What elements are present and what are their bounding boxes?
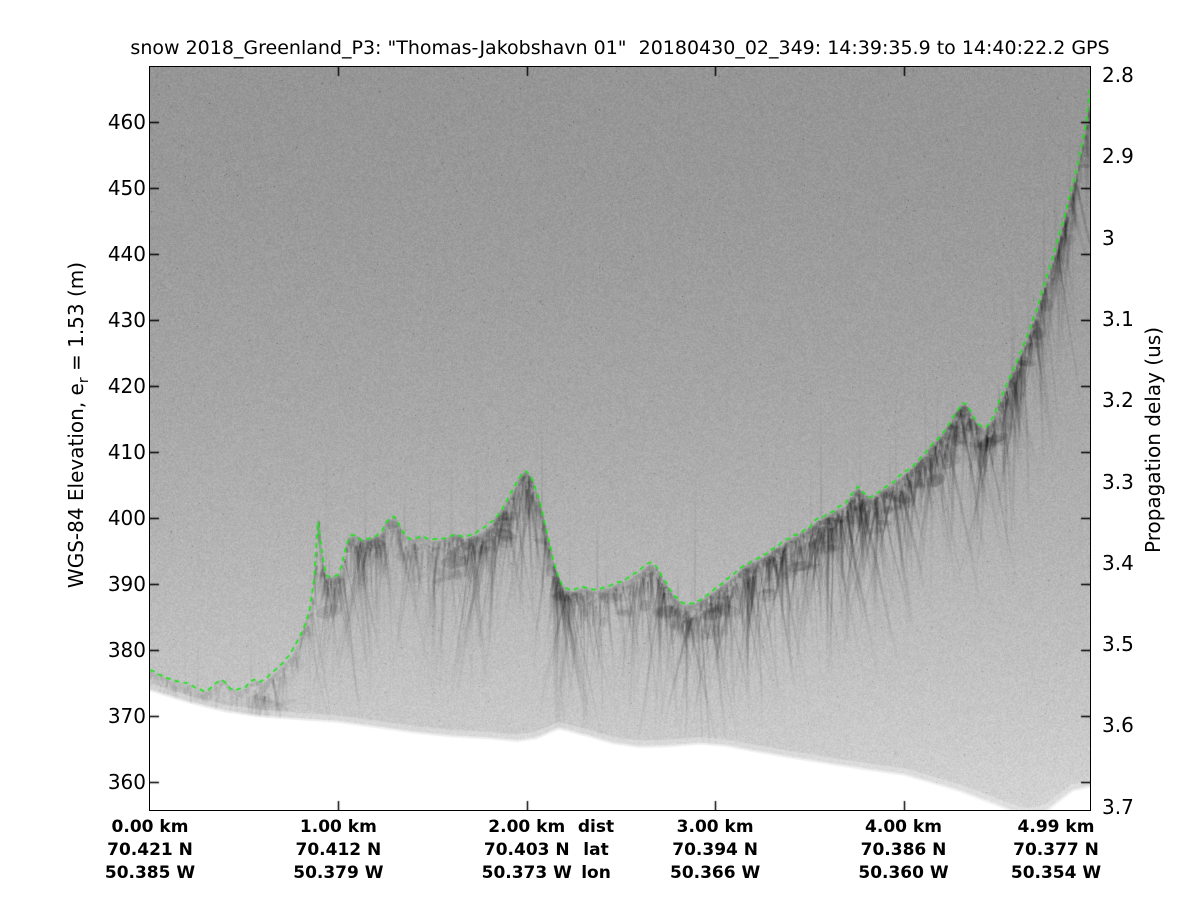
left-axis-tick-label: 360 — [107, 770, 146, 795]
x-axis-lat-label: 70.403 N — [483, 840, 570, 860]
right-axis-tick-label: 3.1 — [1102, 307, 1134, 331]
x-axis-lon-label: 50.385 W — [104, 863, 196, 883]
x-axis-lon-label: 50.373 W — [481, 863, 572, 883]
x-axis-lat-label: 70.394 N — [672, 840, 758, 860]
right-axis-tick-label: 3.7 — [1102, 794, 1134, 819]
right-axis-tick-label: 3.4 — [1102, 550, 1134, 575]
x-axis-lon-label: 50.360 W — [858, 863, 949, 883]
x-axis-dist-label: 2.00 km — [488, 817, 566, 837]
x-axis-lat-label: 70.377 N — [1013, 840, 1099, 860]
left-axis-label: WGS-84 Elevation, er = 1.53 (m) — [64, 262, 92, 588]
echogram-canvas[interactable] — [150, 67, 1090, 810]
x-axis-row-header: dist — [577, 817, 615, 837]
left-axis-tick-label: 460 — [107, 109, 146, 134]
x-axis-dist-label: 4.99 km — [1017, 817, 1095, 837]
right-axis-tick-label: 3.3 — [1102, 469, 1134, 494]
left-axis-label-units: = 1.53 (m) — [64, 261, 88, 378]
left-axis-tick-label: 390 — [107, 572, 146, 597]
left-axis-tick-label: 380 — [107, 638, 146, 663]
right-axis-tick-label: 2.9 — [1102, 144, 1134, 169]
left-axis-tick-label: 410 — [107, 440, 146, 465]
x-axis-lon-label: 50.379 W — [293, 863, 384, 883]
right-axis-label: Propagation delay (us) — [1141, 326, 1165, 554]
left-axis-tick-label: 400 — [107, 506, 146, 531]
plot-frame — [149, 66, 1091, 811]
left-axis-label-text: WGS-84 Elevation, e — [64, 383, 88, 589]
x-axis-dist-label: 0.00 km — [111, 817, 189, 837]
x-axis-lat-label: 70.421 N — [107, 840, 193, 860]
x-axis-dist-label: 1.00 km — [299, 817, 377, 837]
right-axis-tick-label: 2.8 — [1102, 63, 1134, 88]
left-axis-tick-label: 430 — [107, 307, 146, 332]
left-axis-tick-label: 370 — [107, 704, 146, 729]
x-axis-lat-label: 70.412 N — [295, 840, 382, 860]
x-axis-dist-label: 3.00 km — [676, 817, 754, 837]
x-axis-row-header: lat — [583, 840, 609, 860]
x-axis-lon-label: 50.366 W — [669, 863, 761, 883]
right-axis-tick-label: 3.5 — [1102, 632, 1134, 657]
left-axis-tick-label: 440 — [107, 241, 146, 266]
left-axis-label-subscript: r — [76, 377, 92, 384]
left-axis-tick-label: 420 — [107, 373, 146, 398]
chart-title: snow 2018_Greenland_P3: "Thomas-Jakobsha… — [130, 37, 1110, 59]
x-axis-row-header: lon — [581, 863, 611, 883]
x-axis-lat-label: 70.386 N — [860, 840, 947, 860]
left-axis-tick-label: 450 — [107, 175, 146, 200]
x-axis-dist-label: 4.00 km — [865, 817, 942, 837]
right-axis-tick-label: 3 — [1102, 225, 1115, 250]
right-axis-tick-label: 3.2 — [1102, 388, 1134, 413]
right-axis-tick-label: 3.6 — [1102, 713, 1134, 738]
x-axis-lon-label: 50.354 W — [1010, 863, 1102, 883]
